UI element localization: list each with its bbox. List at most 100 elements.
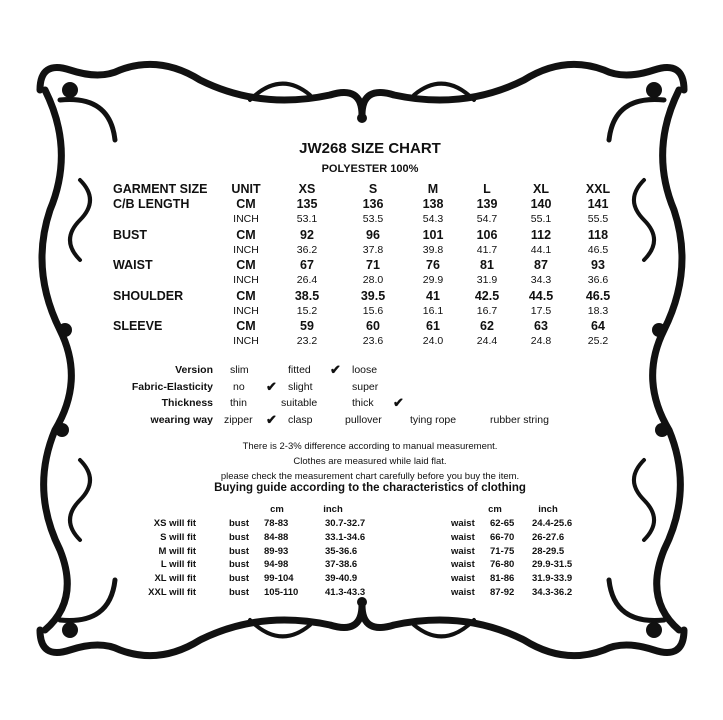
cm-value: 141 — [587, 197, 609, 211]
header-size: XL — [533, 182, 549, 196]
row-label: BUST — [113, 227, 148, 242]
note: Clothes are measured while laid flat. — [293, 456, 447, 467]
cm-value: 93 — [591, 258, 605, 273]
cm-value: 81 — [480, 258, 494, 273]
row-label: WAIST — [113, 258, 153, 273]
inch-value: 44.1 — [530, 243, 552, 256]
option: zipper — [224, 414, 253, 427]
fit-label: XS will fit — [153, 518, 196, 529]
unit-inch: INCH — [233, 213, 259, 225]
bust-inch: 41.3-43.3 — [325, 587, 366, 598]
header-size: XS — [298, 182, 316, 196]
waist-label: waist — [451, 518, 475, 529]
bust-inch: 33.1-34.6 — [325, 531, 366, 543]
note: please check the measurement chart caref… — [220, 471, 520, 482]
waist-cm: 71-75 — [490, 545, 515, 557]
cm-value: 59 — [300, 319, 314, 334]
check-icon: ✔ — [393, 395, 404, 411]
check-icon: ✔ — [330, 362, 341, 377]
bust-inch: 37-38.6 — [325, 559, 358, 571]
cm-value: 138 — [422, 197, 444, 211]
waist-cm: 87-92 — [490, 587, 515, 598]
cm-value: 139 — [476, 197, 498, 211]
bust-label: bust — [229, 587, 250, 598]
characteristic-label: wearing way — [150, 414, 213, 427]
cm-value: 44.5 — [528, 288, 554, 303]
waist-inch: 34.3-36.2 — [532, 587, 573, 598]
fit-label: S will fit — [160, 531, 196, 543]
waist-inch: 24.4-25.6 — [532, 518, 573, 529]
unit-cm: CM — [236, 288, 256, 303]
fit-label: XXL will fit — [148, 587, 196, 598]
characteristic-label: Thickness — [161, 397, 213, 410]
cm-value: 63 — [534, 319, 548, 334]
cm-value: 62 — [480, 319, 494, 334]
option: slight — [288, 380, 313, 393]
fit-label: XL will fit — [154, 573, 196, 585]
cm-value: 39.5 — [360, 288, 386, 303]
option: thick — [352, 397, 374, 410]
bust-cm: 89-93 — [264, 545, 289, 557]
inch-value: 16.1 — [422, 304, 444, 317]
inch-value: 23.6 — [362, 335, 384, 348]
inch-value: 24.0 — [422, 335, 444, 348]
option: pullover — [345, 414, 382, 427]
waist-inch: 28-29.5 — [532, 545, 565, 557]
cm-value: 118 — [587, 227, 609, 242]
cm-header: cm — [270, 504, 284, 515]
inch-header: inch — [538, 504, 558, 515]
cm-value: 87 — [534, 258, 548, 273]
cm-value: 96 — [366, 227, 380, 242]
inch-value: 53.1 — [296, 213, 318, 225]
option: tying rope — [410, 414, 457, 427]
cm-value: 92 — [300, 227, 314, 242]
bust-label: bust — [229, 573, 250, 585]
waist-cm: 66-70 — [490, 531, 515, 543]
cm-value: 135 — [296, 197, 318, 211]
inch-value: 53.5 — [362, 213, 384, 225]
bust-cm: 94-98 — [264, 559, 289, 571]
cm-header: cm — [488, 504, 502, 515]
cm-value: 76 — [426, 258, 440, 273]
inch-value: 24.4 — [476, 335, 498, 348]
cm-value: 46.5 — [585, 288, 611, 303]
option: loose — [352, 364, 378, 376]
cm-value: 71 — [366, 258, 380, 273]
row-label: SHOULDER — [113, 288, 184, 303]
inch-value: 17.5 — [530, 304, 552, 317]
inch-value: 26.4 — [296, 274, 318, 287]
bust-cm: 105-110 — [264, 587, 299, 598]
inch-value: 46.5 — [587, 243, 609, 256]
cm-value: 106 — [476, 227, 498, 242]
inch-value: 16.7 — [476, 304, 498, 317]
inch-value: 54.7 — [476, 213, 498, 225]
inch-value: 34.3 — [530, 274, 552, 287]
check-icon: ✔ — [266, 412, 277, 428]
bust-label: bust — [229, 518, 250, 529]
bust-inch: 30.7-32.7 — [325, 518, 366, 529]
check-icon: ✔ — [266, 378, 277, 394]
header-unit: UNIT — [231, 182, 261, 196]
inch-value: 36.6 — [587, 274, 609, 287]
inch-value: 15.6 — [362, 304, 384, 317]
waist-inch: 26-27.6 — [532, 531, 565, 543]
unit-inch: INCH — [233, 274, 259, 287]
inch-value: 55.1 — [530, 213, 552, 225]
waist-cm: 76-80 — [490, 559, 515, 571]
inch-value: 31.9 — [476, 274, 498, 287]
option: suitable — [281, 397, 318, 410]
inch-value: 39.8 — [422, 243, 444, 256]
page-subtitle: POLYESTER 100% — [321, 163, 419, 175]
header-size: M — [427, 182, 439, 196]
waist-cm: 62-65 — [490, 518, 515, 529]
cm-value: 64 — [591, 319, 605, 334]
unit-cm: CM — [236, 258, 256, 273]
bust-label: bust — [229, 545, 250, 557]
inch-value: 41.7 — [476, 243, 498, 256]
unit-cm: CM — [236, 197, 256, 211]
inch-value: 28.0 — [362, 274, 384, 287]
page-title: JW268 SIZE CHART — [299, 140, 441, 157]
cm-value: 136 — [362, 197, 384, 211]
